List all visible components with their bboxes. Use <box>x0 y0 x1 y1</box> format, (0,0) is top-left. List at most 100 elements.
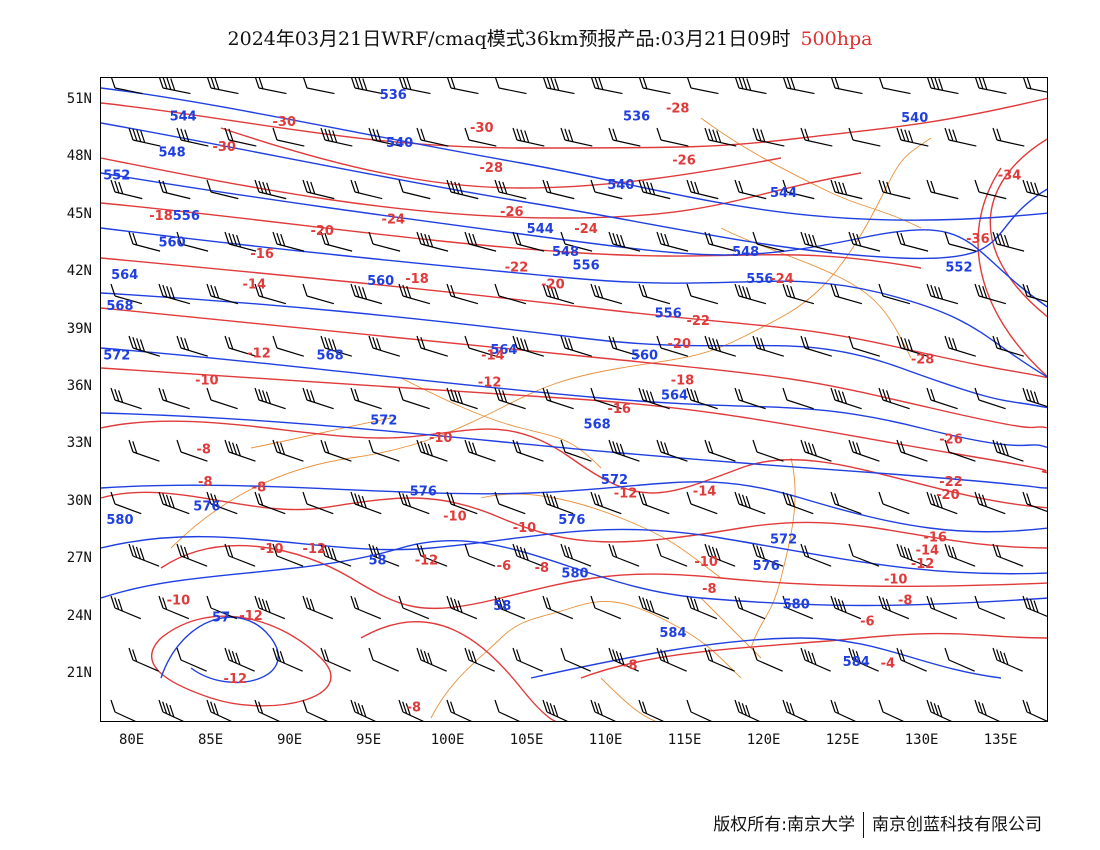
wind-barb-feather <box>752 647 758 661</box>
wind-barb-feather <box>782 179 788 193</box>
wind-barb-feather <box>232 233 238 247</box>
wind-barb-staff <box>114 191 143 200</box>
wind-barb-feather <box>615 651 621 664</box>
wind-barb-feather <box>996 441 1002 454</box>
height-contour-label: 564 <box>661 389 688 404</box>
wind-barb-staff <box>210 399 238 410</box>
wind-barb-staff <box>516 347 544 357</box>
wind-barb <box>704 127 737 147</box>
wind-barb-feather <box>428 234 434 248</box>
wind-barb <box>494 387 526 410</box>
wind-barb-staff <box>690 191 719 200</box>
wind-barb <box>399 78 431 95</box>
wind-barb-feather <box>450 180 456 194</box>
wind-barb-feather <box>165 703 171 716</box>
wind-barb-feather <box>224 543 230 557</box>
wind-barb-feather <box>262 390 268 403</box>
wind-barb-feather <box>752 335 758 349</box>
wind-barb-staff <box>372 451 400 462</box>
wind-barb-feather <box>420 649 426 662</box>
wind-barb-staff <box>786 399 814 410</box>
height-contour-line <box>101 481 1047 533</box>
wind-barb <box>686 699 713 721</box>
wind-barb-feather <box>420 336 426 350</box>
wind-barb <box>176 335 208 357</box>
wind-barb-staff <box>564 243 593 252</box>
wind-barb <box>206 699 233 721</box>
wind-barb-feather <box>450 493 456 506</box>
wind-barb <box>879 78 911 95</box>
wind-barb-feather <box>254 387 260 401</box>
wind-barb-feather <box>1004 234 1010 248</box>
wind-barb-staff <box>612 243 641 252</box>
temperature-contour-label: -14 <box>243 278 267 293</box>
wind-barb-feather <box>132 128 138 142</box>
height-contour-label: 57 <box>212 611 230 626</box>
wind-barb-feather <box>590 699 596 713</box>
wind-barb-staff <box>978 503 1006 515</box>
wind-barb-staff <box>162 191 191 200</box>
wind-barb-feather <box>944 439 950 453</box>
wind-barb-staff <box>324 451 352 462</box>
wind-barb-feather <box>446 491 452 505</box>
wind-barb-staff <box>642 191 671 200</box>
wind-barb-feather <box>830 179 836 193</box>
wind-barb-feather <box>523 339 530 352</box>
wind-barb-feather <box>619 443 625 457</box>
wind-barb-staff <box>852 451 880 462</box>
height-contour-label: 584 <box>843 655 870 670</box>
wind-barb-staff <box>354 295 383 305</box>
wind-barb-feather <box>567 546 574 560</box>
wind-barb-feather <box>708 128 714 142</box>
wind-barb-feather <box>642 78 648 89</box>
wind-barb-feather <box>996 545 1002 558</box>
wind-barb-feather <box>516 649 522 662</box>
wind-barb-feather <box>855 442 862 455</box>
wind-barb <box>302 699 329 721</box>
wind-barb-feather <box>272 231 278 245</box>
wind-barb-feather <box>450 701 456 714</box>
temperature-contour-label: -12 <box>614 486 638 501</box>
height-contour-label: 564 <box>490 343 517 358</box>
wind-barb-feather <box>398 699 404 713</box>
wind-barb-feather <box>885 598 891 612</box>
wind-barb-staff <box>786 295 815 305</box>
temperature-contour-label: -6 <box>860 615 874 630</box>
wind-barb-feather <box>306 597 312 610</box>
wind-barb-feather <box>951 546 958 560</box>
wind-barb-staff <box>642 711 665 721</box>
height-contour-label: 580 <box>783 597 810 612</box>
wind-barb-feather <box>708 649 714 662</box>
wind-barb-feather <box>878 595 884 609</box>
wind-barb <box>590 387 622 410</box>
wind-barb <box>974 283 1007 305</box>
wind-barb <box>350 179 383 200</box>
wind-barb <box>830 283 863 305</box>
wind-barb <box>927 78 959 95</box>
wind-barb-staff <box>900 451 928 462</box>
wind-barb <box>158 179 191 200</box>
wind-barb-feather <box>468 441 474 454</box>
wind-barb <box>896 543 928 567</box>
wind-barb <box>734 179 767 200</box>
wind-barb-staff <box>450 399 478 410</box>
wind-barb-feather <box>996 232 1002 246</box>
wind-barb-staff <box>498 295 527 305</box>
temperature-contour-label: -22 <box>939 475 963 490</box>
wind-barb-feather <box>398 387 404 401</box>
wind-barb-feather <box>842 182 848 196</box>
wind-barb-feather <box>447 78 452 89</box>
wind-barb-feather <box>368 335 374 349</box>
wind-barb-feather <box>254 179 260 193</box>
wind-barb <box>830 387 862 410</box>
wind-barb-feather <box>114 389 120 402</box>
wind-barb <box>638 283 671 305</box>
wind-barb-staff <box>210 607 238 620</box>
wind-barb-feather <box>878 283 884 297</box>
wind-barb-feather <box>926 699 932 713</box>
wind-barb-staff <box>900 555 928 567</box>
wind-barb <box>782 595 814 620</box>
wind-barb-feather <box>354 597 360 610</box>
wind-barb-feather <box>502 390 508 403</box>
wind-barb <box>542 283 575 305</box>
